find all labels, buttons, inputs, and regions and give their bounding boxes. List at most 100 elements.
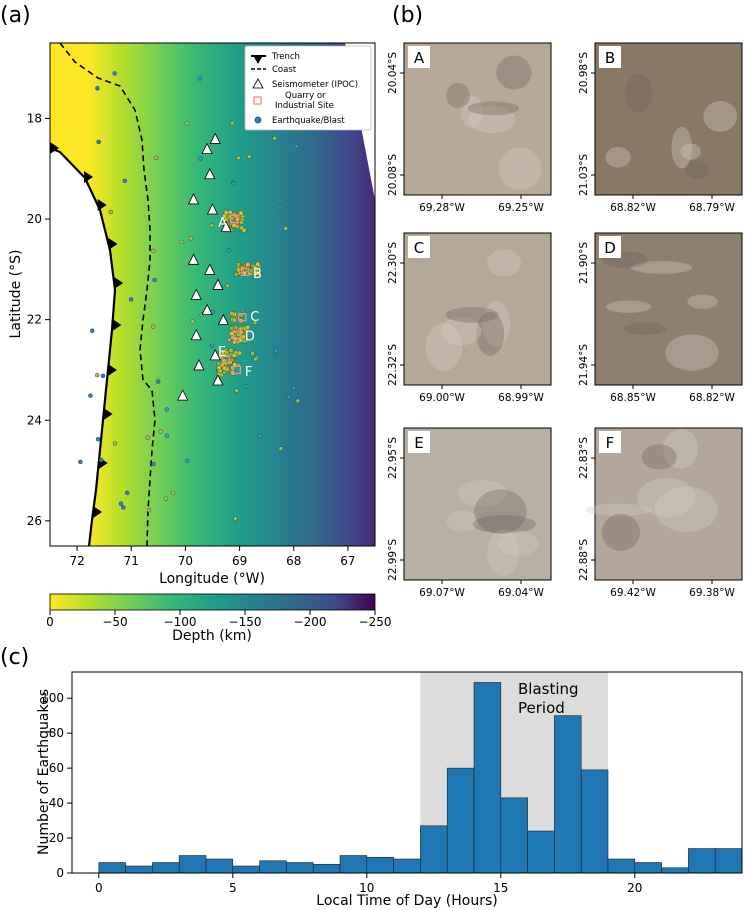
earthquake-point — [228, 347, 234, 353]
quarry-marker — [240, 267, 250, 277]
histogram-bar — [420, 825, 448, 874]
map-x-tick-label: 71 — [124, 554, 139, 568]
terrain-feature — [654, 486, 718, 532]
terrain-feature — [685, 160, 710, 180]
earthquake-point — [236, 155, 241, 161]
histogram-y-tick-label: 40 — [49, 796, 64, 810]
quarry-marker — [230, 214, 239, 224]
panel-label-c: (c) — [0, 645, 29, 670]
terrain-feature — [460, 95, 483, 128]
earthquake-point — [96, 139, 101, 145]
earthquake-point — [158, 429, 164, 434]
map-xlabel: Longitude (°W) — [159, 571, 265, 587]
earthquake-point — [89, 328, 95, 333]
histogram-bar — [661, 867, 689, 874]
earthquake-point — [250, 351, 255, 356]
earthquake-point — [252, 320, 258, 326]
terrain-feature — [486, 249, 522, 277]
histogram-bar — [634, 862, 662, 874]
terrain-feature — [680, 143, 701, 160]
earthquake-point — [231, 222, 237, 228]
histogram-bar — [312, 863, 341, 874]
seismometer-marker — [204, 263, 216, 275]
earthquake-point — [233, 271, 239, 277]
histogram-bar — [393, 858, 421, 874]
satellite-image — [594, 427, 743, 581]
terrain-feature — [497, 531, 539, 556]
inset-y-tick-label: 22.83°S — [578, 437, 590, 479]
earthquake-point — [121, 505, 126, 510]
terrain-feature — [606, 300, 652, 313]
earthquake-point — [170, 490, 176, 496]
inset-e: E 22.95°S 22.99°S 69.07°W 69.04°W — [387, 427, 552, 599]
seismometer-marker — [209, 348, 221, 361]
histogram-bar — [554, 715, 582, 874]
inset-letter: C — [414, 239, 424, 257]
earthquake-point — [146, 507, 152, 513]
histogram-x-ticks: 0 5 10 15 20 — [95, 873, 642, 895]
earthquake-point — [231, 317, 237, 323]
earthquake-point — [88, 393, 93, 398]
satellite-image — [594, 42, 743, 196]
earthquake-point — [272, 135, 277, 141]
inset-letter-box — [408, 46, 430, 68]
trench-tooth — [93, 506, 103, 518]
histogram-y-tick-label: 60 — [49, 761, 64, 775]
terrain-feature — [487, 529, 520, 577]
trench-tooth — [108, 364, 117, 376]
inset-letter: F — [606, 434, 615, 452]
satellite-image — [403, 42, 552, 196]
histogram-ylabel: Number of Earthquakes — [36, 689, 52, 855]
histogram-bar — [125, 865, 153, 874]
histogram-y-tick-label: 100 — [41, 691, 64, 705]
earthquake-point — [184, 121, 189, 126]
earthquake-point — [283, 226, 288, 231]
histogram-bar — [205, 858, 234, 874]
terrain-feature — [703, 100, 738, 132]
terrain-feature — [496, 55, 532, 90]
earthquake-point — [221, 365, 227, 371]
seismometer-marker — [190, 328, 202, 341]
earthquake-point — [112, 71, 117, 76]
map-x-tick-label: 68 — [286, 554, 301, 568]
map-ylabel: Latitude (°S) — [8, 250, 24, 339]
earthquake-point — [216, 361, 222, 367]
seismometer-marker — [187, 193, 200, 205]
quarry-markers — [221, 214, 250, 375]
inset-y-tick-label: 21.94°S — [578, 344, 590, 386]
colorbar-tick-label: −150 — [229, 615, 262, 629]
histogram-bar — [714, 848, 743, 874]
seismometer-marker — [190, 288, 202, 300]
inset-x-tick-label: 68.82°W — [689, 392, 735, 404]
earthquake-point — [197, 76, 203, 81]
earthquake-point — [118, 501, 124, 506]
colorbar-tick-label: −100 — [164, 615, 197, 629]
legend-quarry-2: Industrial Site — [275, 101, 334, 111]
panel-label-a: (a) — [0, 3, 31, 28]
site-labels: A B CD E F — [218, 216, 262, 380]
inset-x-tick-label: 69.38°W — [689, 587, 735, 599]
map-y-tick-label: 22 — [27, 313, 42, 327]
earthquake-point — [198, 156, 203, 161]
earthquake-point — [163, 496, 169, 501]
legend-trench: Trench — [271, 52, 300, 62]
terrain-feature — [665, 334, 719, 371]
inset-y-tick-label: 20.08°S — [387, 154, 399, 196]
earthquake-point — [225, 283, 230, 289]
earthquake-legend-icon — [254, 116, 262, 124]
map-x-tick-label: 67 — [340, 554, 355, 568]
earthquake-point — [231, 352, 237, 358]
inset-x-tick-label: 69.28°W — [419, 202, 465, 214]
earthquake-point — [255, 261, 261, 267]
legend-earthquake: Earthquake/Blast — [272, 116, 345, 126]
earthquake-point — [291, 385, 296, 391]
earthquake-point — [95, 86, 100, 91]
terrain-feature — [622, 322, 667, 335]
map-ocean-region — [50, 148, 115, 546]
earthquake-point — [247, 154, 252, 159]
histogram-bar — [688, 848, 716, 874]
inset-x-tick-label: 68.79°W — [689, 202, 735, 214]
map-x-ticks: 72 71 70 69 68 67 — [69, 546, 356, 568]
terrain-feature — [663, 428, 698, 469]
